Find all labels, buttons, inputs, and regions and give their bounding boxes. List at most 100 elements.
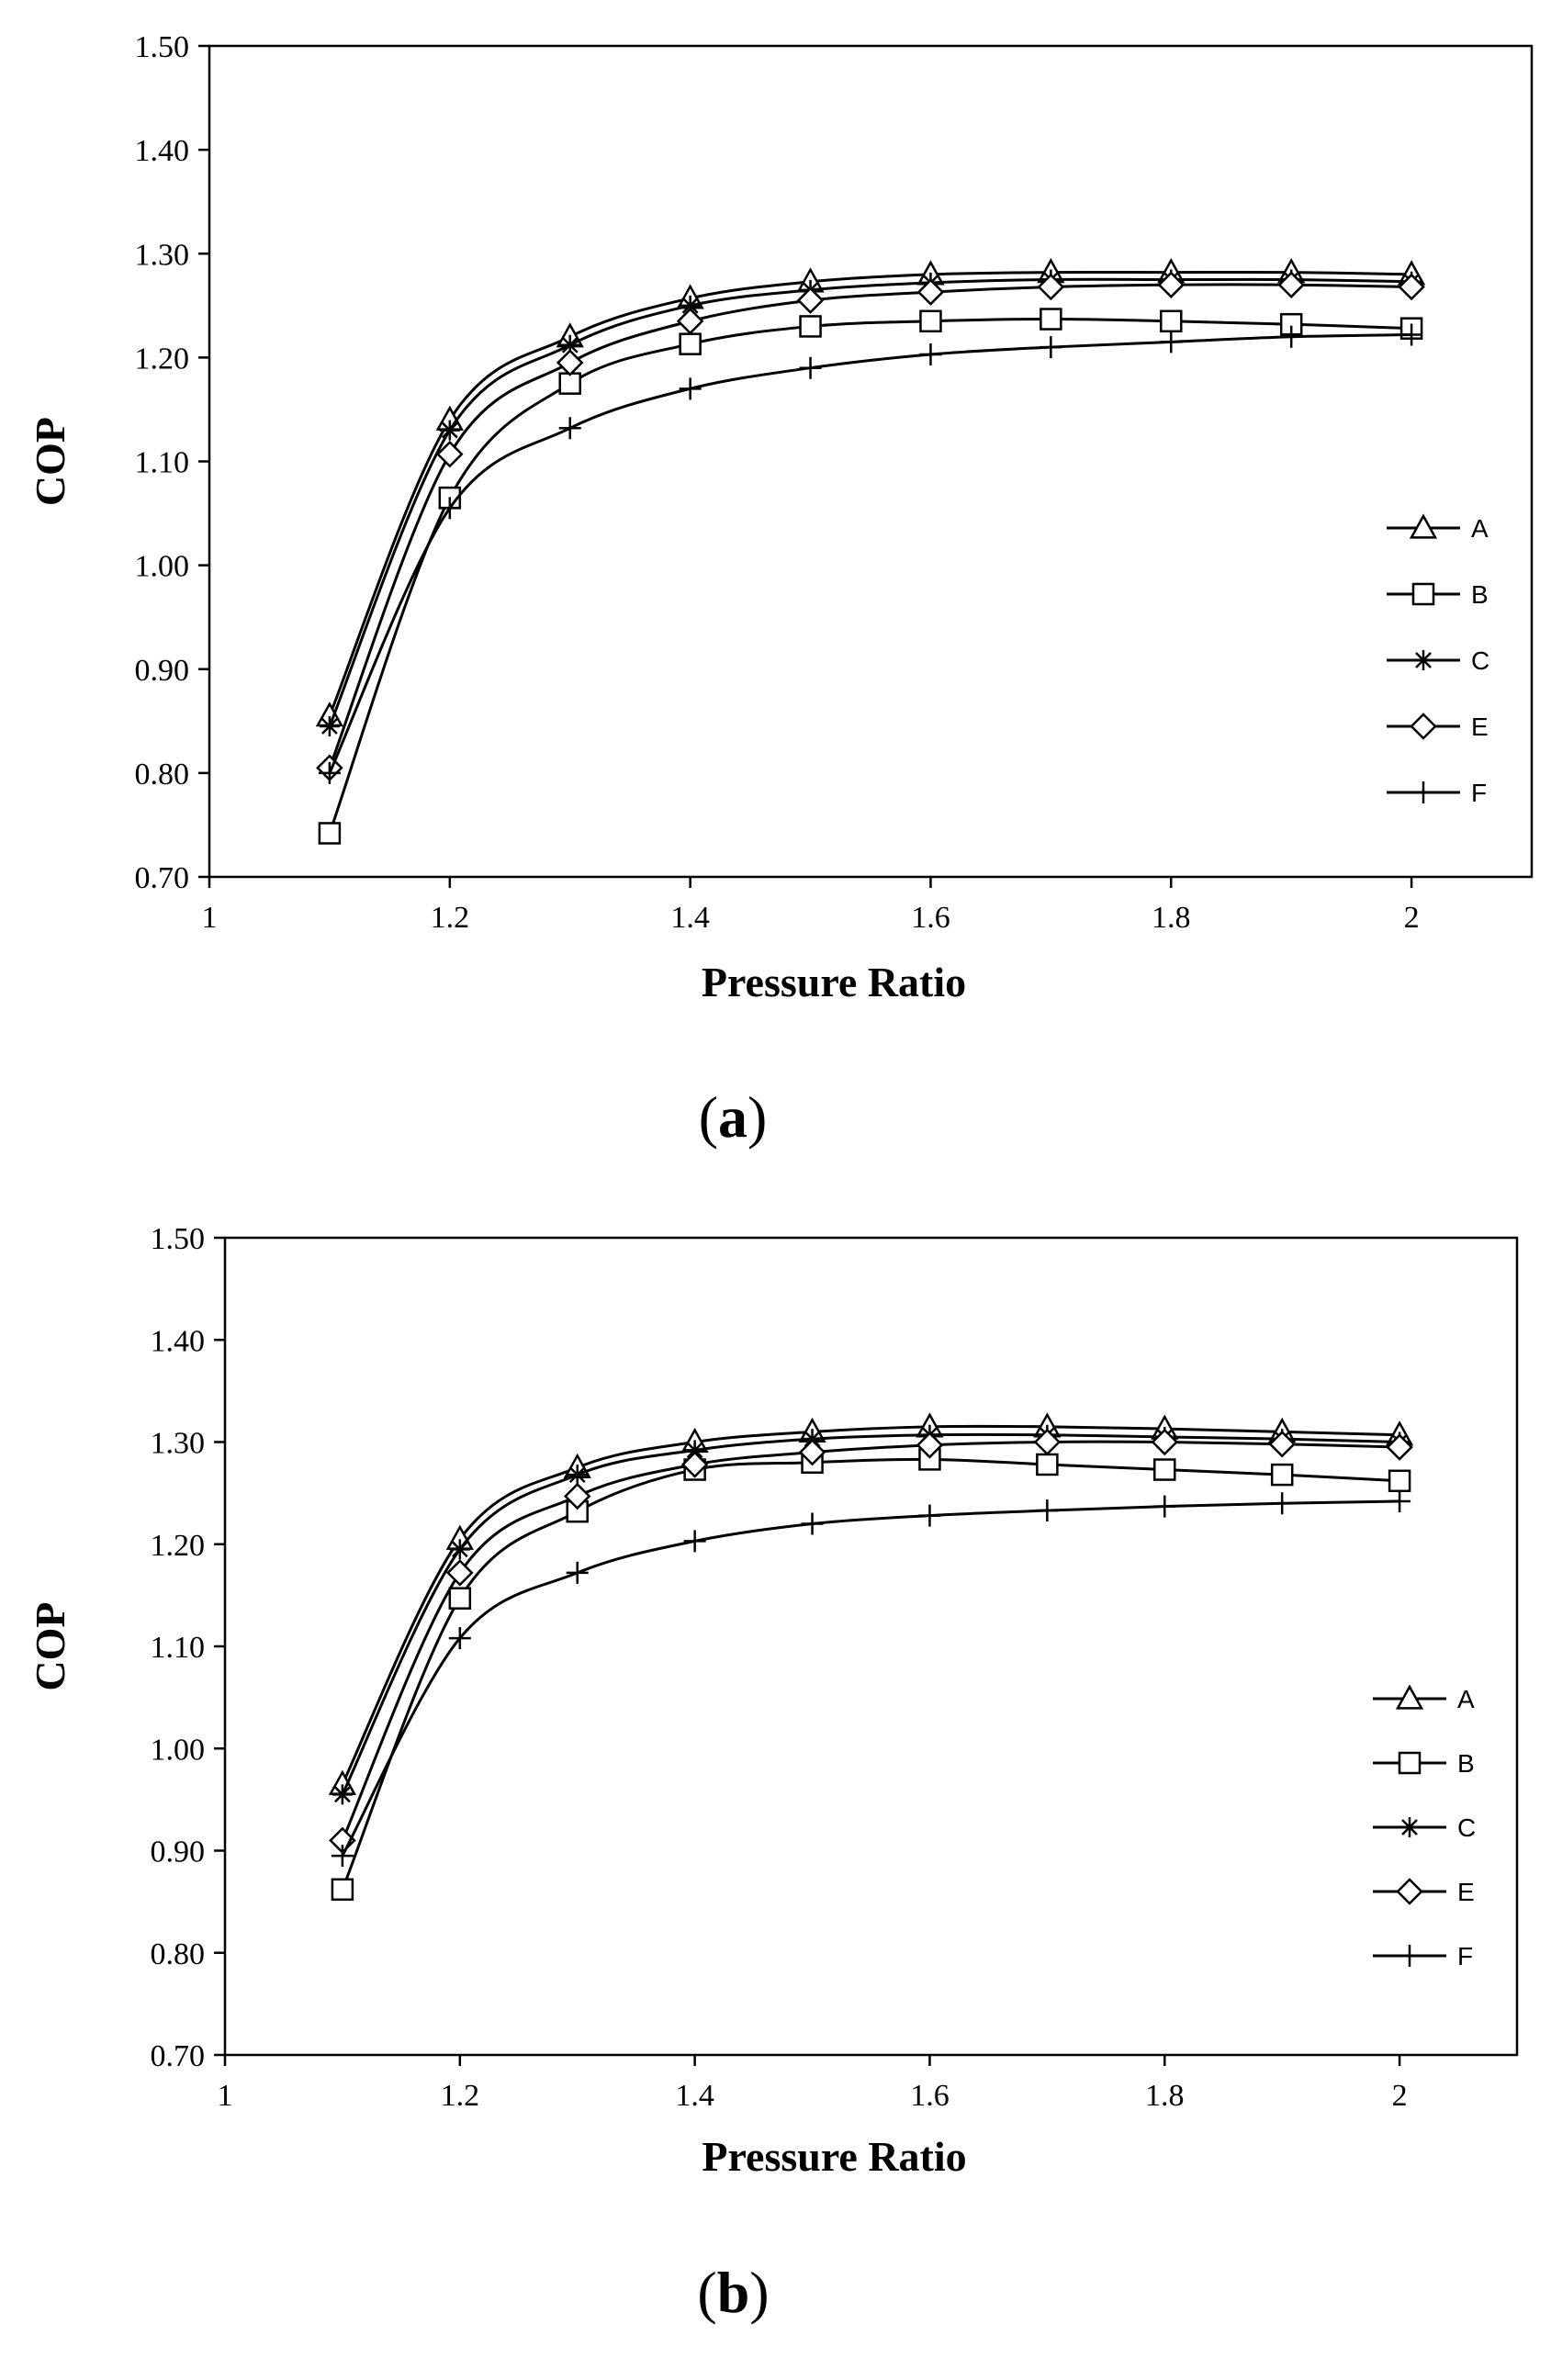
- x-tick-label: 1.8: [1152, 901, 1191, 935]
- y-tick-label: 1.50: [135, 30, 190, 64]
- x-tick-label: 2: [1392, 2079, 1408, 2113]
- legend-label: F: [1457, 1942, 1473, 1970]
- y-tick-label: 1.20: [135, 342, 190, 376]
- marker-legend-A-0: [1395, 1684, 1424, 1710]
- marker-E-4: [796, 286, 825, 314]
- y-tick-label: 0.90: [135, 654, 190, 688]
- marker-F-1: [438, 497, 461, 520]
- marker-E-9: [1398, 273, 1425, 301]
- legend-item-A: A: [1373, 1684, 1475, 1713]
- y-tick-label: 1.00: [151, 1733, 206, 1767]
- series-line-B: [328, 318, 1412, 834]
- marker-F-2: [566, 1561, 589, 1584]
- marker-E-2: [563, 1482, 591, 1510]
- y-axis-title: COP: [27, 417, 73, 506]
- series-A: [315, 258, 1426, 727]
- y-axis-title: COP: [27, 1601, 73, 1690]
- legend-label: C: [1471, 646, 1489, 675]
- marker-E-1: [446, 1559, 474, 1587]
- x-tick-label: 1.4: [670, 901, 710, 935]
- plot-area-frame: [208, 44, 1534, 879]
- marker-C-1: [449, 1539, 470, 1560]
- series-C: [319, 269, 1422, 736]
- marker-E-2: [556, 349, 584, 376]
- marker-E-8: [1277, 271, 1305, 298]
- series-line-F: [328, 332, 1412, 774]
- series-line-A: [341, 1424, 1400, 1785]
- marker-C-2: [567, 1465, 588, 1486]
- marker-F-3: [683, 1530, 706, 1553]
- panel-label: (b): [697, 2260, 769, 2325]
- legend-item-C: C: [1387, 646, 1489, 675]
- x-tick-label: 1: [202, 901, 218, 935]
- y-tick-label: 1.00: [135, 550, 190, 584]
- marker-B-6: [1036, 1453, 1059, 1476]
- series-line-C: [328, 277, 1412, 727]
- x-axis-title: Pressure Ratio: [702, 959, 966, 1005]
- series-F: [318, 323, 1423, 784]
- series-line-F: [341, 1499, 1400, 1857]
- y-tick-label: 1.30: [151, 1427, 206, 1461]
- y-tick-label: 1.30: [135, 238, 190, 272]
- y-tick-label: 0.90: [151, 1836, 206, 1869]
- x-axis-title: Pressure Ratio: [702, 2133, 966, 2180]
- marker-F-5: [918, 1504, 941, 1527]
- marker-F-5: [919, 342, 942, 365]
- marker-F-4: [801, 1512, 824, 1535]
- chart-panel-a: 0.70 0.80 0.90 1.00 1.10 1.20 1.30 1.40 1.50 1 1.2…: [27, 30, 1534, 1150]
- marker-E-1: [436, 440, 464, 468]
- marker-F-6: [1036, 1499, 1059, 1522]
- marker-F-8: [1271, 1492, 1294, 1515]
- marker-B-0: [331, 1878, 354, 1902]
- marker-E-8: [1268, 1430, 1296, 1458]
- series-line-B: [341, 1457, 1400, 1891]
- series-line-E: [341, 1440, 1400, 1841]
- marker-legend-F-0: [1412, 781, 1434, 803]
- marker-E-5: [916, 278, 945, 306]
- marker-E-4: [798, 1438, 826, 1466]
- marker-legend-B-0: [1398, 1751, 1422, 1775]
- y-tick-label: 1.40: [135, 134, 190, 168]
- series-F: [331, 1490, 1411, 1868]
- y-tick-label: 0.80: [135, 758, 190, 791]
- marker-E-5: [916, 1431, 944, 1459]
- legend-item-E: E: [1373, 1878, 1475, 1906]
- marker-legend-F-0: [1399, 1945, 1421, 1967]
- legend-item-C: C: [1373, 1813, 1476, 1842]
- marker-legend-C-0: [1399, 1817, 1420, 1837]
- series-A: [328, 1412, 1414, 1795]
- legend-item-F: F: [1387, 779, 1487, 807]
- x-tick-label: 1.6: [910, 2079, 950, 2113]
- series-line-C: [341, 1432, 1400, 1795]
- y-tick-label: 0.70: [135, 861, 190, 895]
- series-E: [316, 271, 1425, 781]
- y-tick-label: 1.20: [151, 1529, 206, 1563]
- x-tick-label: 1.8: [1145, 2079, 1185, 2113]
- marker-E-7: [1157, 271, 1186, 298]
- x-tick-label: 1.2: [441, 2079, 480, 2113]
- marker-F-1: [448, 1627, 471, 1650]
- legend-label: E: [1471, 713, 1489, 741]
- series-C: [332, 1424, 1411, 1805]
- marker-legend-C-0: [1413, 650, 1433, 670]
- marker-C-0: [332, 1784, 353, 1805]
- marker-E-3: [680, 1451, 709, 1478]
- y-tick-label: 1.10: [135, 446, 190, 480]
- y-tick-label: 0.70: [151, 2039, 206, 2073]
- series-E: [329, 1428, 1413, 1855]
- marker-B-6: [1040, 308, 1062, 331]
- legend: A B C E F: [1373, 1684, 1476, 1970]
- marker-F-9: [1400, 323, 1423, 346]
- series-line-E: [328, 283, 1412, 769]
- marker-legend-E-0: [1410, 713, 1437, 740]
- marker-F-7: [1153, 1495, 1176, 1518]
- marker-E-9: [1386, 1433, 1413, 1461]
- marker-B-2: [558, 372, 581, 395]
- legend-label: B: [1457, 1749, 1475, 1778]
- marker-C-3: [684, 1440, 705, 1461]
- y-tick-label: 0.80: [151, 1937, 206, 1971]
- legend-item-B: B: [1387, 580, 1489, 609]
- marker-B-4: [799, 315, 822, 338]
- legend-item-A: A: [1387, 513, 1489, 543]
